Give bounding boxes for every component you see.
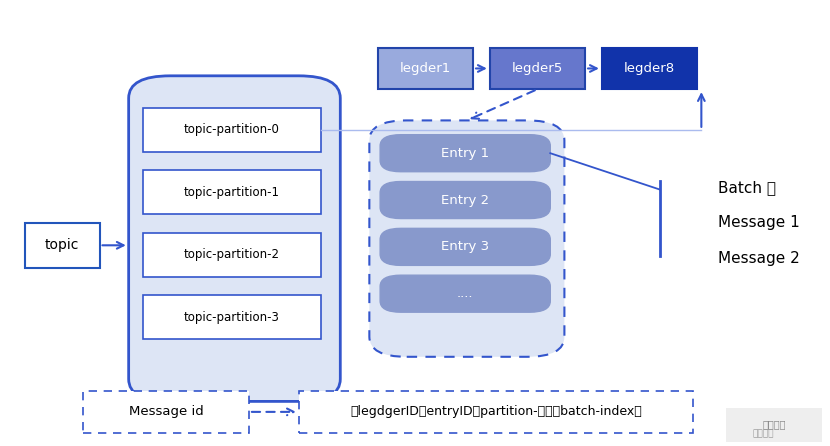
- FancyBboxPatch shape: [380, 182, 550, 219]
- Bar: [143, 295, 321, 339]
- Bar: [602, 48, 697, 89]
- Bar: [490, 48, 585, 89]
- Text: topic-partition-1: topic-partition-1: [184, 186, 280, 199]
- Bar: [143, 170, 321, 214]
- Text: legder1: legder1: [400, 62, 451, 75]
- Text: topic-partition-3: topic-partition-3: [184, 310, 280, 324]
- Bar: [83, 391, 249, 433]
- Bar: [25, 223, 100, 268]
- FancyBboxPatch shape: [380, 135, 550, 172]
- Text: Message 1: Message 1: [718, 215, 799, 231]
- Text: Entry 1: Entry 1: [442, 147, 489, 160]
- Text: topic-partition-0: topic-partition-0: [184, 123, 280, 136]
- Text: legder5: legder5: [512, 62, 563, 75]
- Text: Entry 3: Entry 3: [442, 240, 489, 253]
- Text: 创新互联: 创新互联: [763, 419, 786, 429]
- Text: Message 2: Message 2: [718, 251, 799, 266]
- Text: （legdgerID，entryID，partition-编号，batch-index）: （legdgerID，entryID，partition-编号，batch-in…: [350, 405, 642, 418]
- FancyBboxPatch shape: [129, 76, 340, 401]
- Bar: [378, 48, 473, 89]
- Text: topic-partition-2: topic-partition-2: [184, 248, 280, 261]
- Text: legder8: legder8: [624, 62, 675, 75]
- FancyBboxPatch shape: [380, 275, 550, 312]
- Text: ....: ....: [457, 287, 473, 300]
- Bar: [143, 233, 321, 277]
- Text: Batch 时: Batch 时: [718, 180, 776, 195]
- Bar: [143, 108, 321, 152]
- Text: Message id: Message id: [129, 405, 203, 418]
- Text: 创新互联: 创新互联: [753, 429, 774, 438]
- Bar: [726, 408, 822, 442]
- Text: Entry 2: Entry 2: [442, 194, 489, 206]
- FancyBboxPatch shape: [380, 228, 550, 265]
- FancyBboxPatch shape: [369, 120, 564, 357]
- Text: topic: topic: [45, 238, 80, 252]
- Bar: [299, 391, 693, 433]
